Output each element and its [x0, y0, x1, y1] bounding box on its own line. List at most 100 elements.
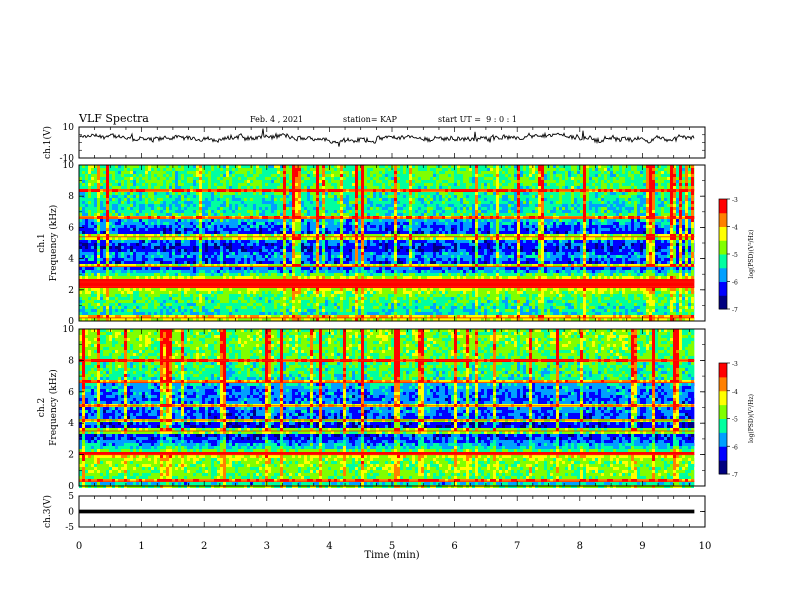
spectrogram-cell — [283, 213, 286, 216]
spectrogram-cell — [274, 216, 280, 219]
spectrogram-cell — [532, 252, 535, 255]
spectrogram-cell — [292, 261, 295, 264]
spectrogram-cell — [289, 186, 292, 189]
spectrogram-cell — [463, 207, 466, 210]
spectrogram-cell — [532, 264, 538, 267]
spectrogram-cell — [499, 180, 502, 183]
spectrogram-cell — [670, 222, 673, 225]
spectrogram-cell — [139, 219, 142, 222]
spectrogram-cell — [508, 183, 514, 186]
spectrogram-cell — [505, 243, 508, 246]
spectrogram-cell — [136, 180, 139, 183]
spectrogram-cell — [226, 198, 229, 201]
spectrogram-cell — [178, 165, 181, 168]
spectrogram-cell — [478, 189, 487, 192]
spectrogram-cell — [355, 249, 358, 252]
spectrogram-cell — [568, 264, 571, 267]
spectrogram-cell — [364, 180, 367, 183]
spectrogram-cell — [433, 195, 436, 198]
spectrogram-cell — [685, 204, 688, 207]
spectrogram-cell — [217, 231, 220, 234]
spectrogram-cell — [577, 174, 580, 177]
spectrogram-cell — [142, 192, 148, 195]
spectrogram-cell — [229, 201, 241, 204]
spectrogram-cell — [148, 171, 151, 174]
spectrogram-cell — [412, 186, 418, 189]
spectrogram-cell — [295, 180, 301, 183]
spectrogram-cell — [364, 198, 367, 201]
spectrogram-cell — [277, 174, 280, 177]
spectrogram-cell — [478, 210, 481, 213]
spectrogram-cell — [115, 174, 121, 177]
spectrogram-cell — [397, 261, 403, 264]
spectrogram-cell — [343, 258, 346, 261]
spectrogram-cell — [667, 240, 670, 243]
spectrogram-cell — [94, 258, 97, 261]
spectrogram-cell — [607, 234, 610, 237]
spectrogram-cell — [523, 192, 529, 195]
spectrogram-cell — [367, 225, 370, 228]
spectrogram-cell — [490, 261, 493, 264]
spectrogram-cell — [655, 246, 658, 249]
spectrogram-cell — [187, 219, 190, 222]
spectrogram-cell — [565, 267, 571, 270]
spectrogram-cell — [352, 267, 355, 270]
spectrogram-cell — [355, 228, 358, 231]
spectrogram-cell — [517, 252, 520, 255]
spectrogram-cell — [190, 192, 196, 195]
spectrogram-cell — [136, 264, 145, 267]
spectrogram-cell — [145, 222, 148, 225]
spectrogram-cell — [469, 186, 475, 189]
spectrogram-cell — [301, 249, 304, 252]
spectrogram-cell — [352, 171, 355, 174]
spectrogram-cell — [169, 207, 172, 210]
spectrogram-cell — [613, 249, 619, 252]
spectrogram-cell — [193, 189, 196, 192]
spectrogram-cell — [241, 246, 244, 249]
spectrogram-cell — [673, 198, 676, 201]
spectrogram-cell — [91, 189, 100, 192]
spectrogram-cell — [199, 246, 202, 249]
spectrogram-cell — [391, 183, 394, 186]
spectrogram-cell — [496, 240, 499, 243]
spectrogram-cell — [538, 234, 544, 237]
spectrogram-cell — [340, 258, 343, 261]
spectrogram-cell — [346, 189, 349, 192]
spectrogram-cell — [190, 243, 196, 246]
spectrogram-cell — [412, 195, 415, 198]
spectrogram-cell — [394, 243, 397, 246]
spectrogram-cell — [442, 207, 445, 210]
spectrogram-cell — [301, 216, 307, 219]
spectrogram-cell — [673, 222, 676, 225]
spectrogram-cell — [517, 264, 520, 267]
spectrogram-cell — [376, 189, 382, 192]
spectrogram-cell — [307, 228, 310, 231]
spectrogram-cell — [448, 168, 451, 171]
spectrogram-cell — [574, 240, 583, 243]
spectrogram-cell — [376, 252, 382, 255]
spectrogram-cell — [235, 240, 238, 243]
spectrogram-cell — [247, 180, 250, 183]
spectrogram-cell — [688, 183, 691, 186]
spectrogram-cell — [574, 252, 583, 255]
spectrogram-cell — [376, 207, 379, 210]
spectrogram-cell — [448, 231, 451, 234]
spectrogram-cell — [178, 228, 184, 231]
spectrogram-cell — [658, 204, 664, 207]
spectrogram-cell — [286, 204, 292, 207]
spectrogram-cell — [331, 231, 334, 234]
spectrogram-cell — [208, 210, 211, 213]
spectrogram-cell — [616, 198, 619, 201]
spectrogram-cell — [427, 195, 430, 198]
spectrogram-cell — [343, 246, 355, 249]
spectrogram-cell — [106, 171, 109, 174]
spectrogram-cell — [385, 216, 391, 219]
spectrogram-cell — [88, 183, 91, 186]
spectrogram-cell — [301, 207, 304, 210]
spectrogram-cell — [214, 195, 220, 198]
spectrogram-cell — [520, 207, 523, 210]
spectrogram-cell — [565, 171, 568, 174]
spectrogram-cell — [319, 249, 322, 252]
spectrogram-cell — [448, 204, 454, 207]
spectrogram-cell — [229, 216, 232, 219]
